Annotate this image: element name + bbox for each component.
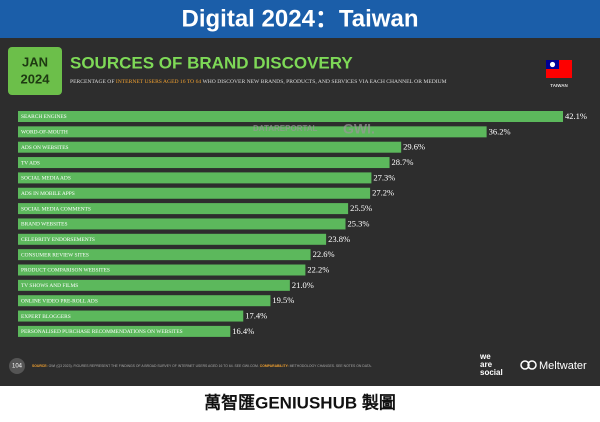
- page-number: 104: [12, 364, 23, 370]
- bar: [18, 325, 231, 337]
- bar: [18, 264, 306, 276]
- value-label: 21.0%: [292, 280, 314, 290]
- value-label: 42.1%: [565, 111, 587, 121]
- source-note: SOURCE: GWI (Q3 2023). FIGURES REPRESENT…: [32, 364, 372, 368]
- value-label: 19.5%: [272, 295, 294, 305]
- bar-label: SOCIAL MEDIA ADS: [21, 176, 71, 182]
- banner: [0, 0, 600, 38]
- logo-text: Meltwater: [539, 360, 587, 372]
- value-label: 25.5%: [350, 203, 372, 213]
- watermark: GWI.: [343, 121, 375, 137]
- bar-label: CELEBRITY ENDORSEMENTS: [21, 237, 95, 243]
- source-text: GWI (Q3 2023). FIGURES REPRESENT THE FIN…: [49, 364, 259, 368]
- icon-ring: [520, 360, 530, 370]
- bar: [18, 295, 271, 307]
- bars: SEARCH ENGINES 42.1% WORD-OF-MOUTH 36.2% ADS…: [18, 111, 587, 337]
- logo-text: we: [479, 352, 491, 361]
- date-year: 2024: [21, 71, 51, 86]
- value-label: 23.8%: [328, 234, 350, 244]
- logo-text: are: [480, 360, 493, 369]
- value-label: 25.3%: [348, 218, 370, 228]
- value-label: 36.2%: [489, 126, 511, 136]
- bar-label: EXPERT BLOGGERS: [21, 314, 71, 320]
- chart-title: SOURCES OF BRAND DISCOVERY: [70, 53, 353, 72]
- bar: [18, 172, 372, 184]
- bar-label: TV ADS: [21, 160, 40, 166]
- watermark: DATAREPORTAL: [253, 124, 318, 133]
- bar-label: BRAND WEBSITES: [21, 222, 67, 228]
- bar-label: SEARCH ENGINES: [21, 114, 67, 120]
- bar-label: ADS IN MOBILE APPS: [21, 191, 75, 197]
- flag-sun: [549, 61, 556, 68]
- banner-title: Digital 2024：Taiwan: [182, 5, 419, 32]
- bar: [18, 141, 402, 153]
- bar: [18, 187, 371, 199]
- bar: [18, 203, 349, 215]
- bar-label: PERSONALISED PURCHASE RECOMMENDATIONS ON…: [21, 329, 183, 335]
- bar: [18, 233, 327, 245]
- value-label: 22.2%: [307, 264, 329, 274]
- date-badge: [8, 47, 62, 95]
- value-label: 16.4%: [232, 326, 254, 336]
- source-text: METHODOLOGY CHANGES. SEE NOTES ON DATA.: [290, 364, 372, 368]
- value-label: 27.3%: [373, 172, 395, 182]
- icon-ring: [527, 360, 537, 370]
- footer-credit: 萬智匯GENIUSHUB 製圖: [204, 392, 396, 412]
- value-label: 27.2%: [372, 188, 394, 198]
- chart-subtitle: PERCENTAGE OF INTERNET USERS AGED 16 TO …: [70, 79, 447, 85]
- bar-label: SOCIAL MEDIA COMMENTS: [21, 206, 91, 212]
- flag: [546, 60, 572, 78]
- source-key: SOURCE:: [32, 364, 48, 368]
- bar-label: TV SHOWS AND FILMS: [21, 283, 78, 289]
- bar-label: ONLINE VIDEO PRE-ROLL ADS: [21, 298, 98, 304]
- logo-text: social: [480, 368, 503, 377]
- source-key: COMPARABILITY:: [260, 364, 289, 368]
- value-label: 17.4%: [245, 311, 267, 321]
- value-label: 29.6%: [403, 142, 425, 152]
- bar: [18, 310, 244, 322]
- bar: [18, 218, 346, 230]
- value-label: 28.7%: [392, 157, 414, 167]
- bar: [18, 279, 290, 291]
- country-label: TAIWAN: [550, 83, 567, 88]
- bar-label: WORD-OF-MOUTH: [21, 130, 68, 136]
- subtitle-part: PERCENTAGE OF: [70, 79, 116, 85]
- bar: [18, 249, 311, 261]
- bar: [18, 126, 487, 138]
- value-label: 22.6%: [313, 249, 335, 259]
- bar: [18, 157, 390, 169]
- meltwater-icon: [520, 360, 537, 370]
- bar-label: PRODUCT COMPARISON WEBSITES: [21, 268, 110, 274]
- page-badge: [9, 358, 25, 374]
- subtitle-part: WHO DISCOVER NEW BRANDS, PRODUCTS, AND S…: [201, 79, 447, 85]
- subtitle-highlight: INTERNET USERS AGED 16 TO 64: [116, 79, 202, 85]
- bar-label: ADS ON WEBSITES: [21, 145, 69, 151]
- bar: [18, 111, 563, 122]
- date-month: JAN: [22, 54, 48, 69]
- bar-label: CONSUMER REVIEW SITES: [21, 252, 89, 258]
